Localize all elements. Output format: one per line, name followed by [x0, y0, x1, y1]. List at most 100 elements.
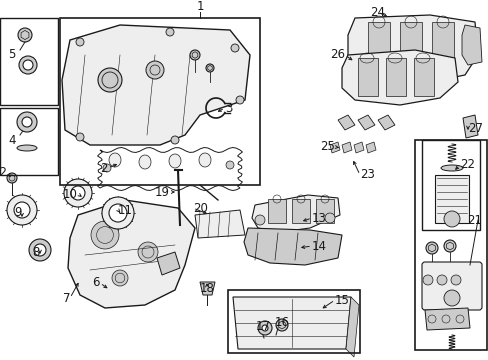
Circle shape: [22, 117, 32, 127]
Text: 27: 27: [467, 122, 482, 135]
Polygon shape: [157, 252, 180, 275]
Ellipse shape: [17, 145, 37, 151]
Circle shape: [71, 186, 85, 200]
FancyBboxPatch shape: [421, 262, 481, 310]
Circle shape: [443, 240, 455, 252]
Polygon shape: [341, 142, 351, 153]
Text: 10: 10: [63, 188, 78, 201]
Bar: [267, 199, 285, 223]
Polygon shape: [195, 210, 244, 238]
Text: 21: 21: [466, 213, 481, 226]
Polygon shape: [232, 297, 350, 349]
Text: 22: 22: [459, 158, 474, 171]
Text: 26: 26: [329, 49, 345, 62]
Bar: [0, 108, 58, 175]
Text: 2: 2: [101, 162, 108, 175]
Text: 15: 15: [334, 293, 349, 306]
Bar: [421, 140, 479, 230]
Polygon shape: [461, 25, 481, 65]
Circle shape: [76, 38, 84, 46]
Circle shape: [103, 164, 111, 172]
Circle shape: [254, 215, 264, 225]
Circle shape: [443, 290, 459, 306]
Text: 8: 8: [33, 246, 40, 258]
Text: 23: 23: [359, 168, 374, 181]
Ellipse shape: [139, 155, 151, 169]
Bar: [434, 175, 468, 223]
Circle shape: [112, 270, 128, 286]
Text: 7: 7: [62, 292, 70, 305]
Circle shape: [225, 161, 234, 169]
Circle shape: [425, 242, 437, 254]
Bar: [367, 22, 389, 72]
Circle shape: [258, 321, 271, 335]
Text: 24: 24: [370, 5, 385, 18]
Bar: [413, 58, 433, 96]
Text: 4: 4: [8, 134, 16, 147]
Polygon shape: [462, 115, 477, 138]
Circle shape: [205, 64, 214, 72]
Text: 18: 18: [199, 282, 214, 294]
Circle shape: [436, 275, 446, 285]
Circle shape: [190, 50, 200, 60]
Bar: [399, 22, 421, 72]
Circle shape: [23, 60, 33, 70]
Text: 5: 5: [8, 49, 16, 62]
Polygon shape: [337, 115, 354, 130]
Circle shape: [19, 56, 37, 74]
Text: 20: 20: [193, 202, 207, 215]
Text: 1: 1: [196, 0, 203, 13]
Polygon shape: [346, 297, 358, 357]
Polygon shape: [200, 282, 215, 295]
Text: 16: 16: [274, 315, 289, 328]
Circle shape: [146, 61, 163, 79]
Circle shape: [34, 244, 46, 256]
Bar: [385, 58, 405, 96]
Circle shape: [102, 197, 134, 229]
Circle shape: [109, 204, 127, 222]
Polygon shape: [341, 50, 457, 105]
Text: 12: 12: [0, 166, 8, 180]
Circle shape: [138, 242, 158, 262]
Polygon shape: [68, 200, 195, 308]
Polygon shape: [244, 228, 341, 265]
Circle shape: [64, 179, 92, 207]
Bar: [315, 199, 333, 223]
Circle shape: [91, 221, 119, 249]
Bar: [357, 58, 377, 96]
Text: 9: 9: [15, 206, 22, 219]
Bar: [414, 140, 486, 350]
Text: 3: 3: [224, 102, 232, 114]
Bar: [60, 18, 260, 185]
Circle shape: [165, 28, 174, 36]
Circle shape: [450, 275, 460, 285]
Polygon shape: [353, 142, 363, 153]
Polygon shape: [357, 115, 374, 130]
Ellipse shape: [440, 165, 462, 171]
Circle shape: [230, 44, 239, 52]
Circle shape: [17, 112, 37, 132]
Text: 19: 19: [155, 185, 170, 198]
Polygon shape: [329, 142, 339, 153]
Circle shape: [443, 211, 459, 227]
Circle shape: [18, 28, 32, 42]
Polygon shape: [62, 25, 249, 145]
Polygon shape: [347, 15, 477, 82]
Text: 6: 6: [92, 276, 100, 289]
Text: 17: 17: [255, 320, 270, 333]
Circle shape: [14, 202, 30, 218]
Ellipse shape: [109, 153, 121, 167]
Circle shape: [236, 96, 244, 104]
Polygon shape: [377, 115, 394, 130]
Circle shape: [7, 195, 37, 225]
Bar: [291, 199, 309, 223]
Bar: [431, 22, 453, 72]
Circle shape: [7, 173, 17, 183]
Polygon shape: [365, 142, 375, 153]
Circle shape: [171, 136, 179, 144]
Polygon shape: [424, 308, 469, 330]
Circle shape: [76, 133, 84, 141]
Text: 25: 25: [320, 140, 334, 153]
Circle shape: [422, 275, 432, 285]
Circle shape: [325, 213, 334, 223]
